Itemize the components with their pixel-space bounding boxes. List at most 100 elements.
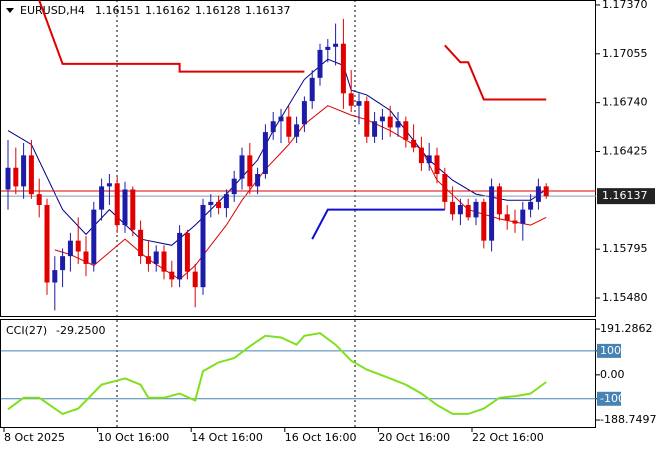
indicator-line: [311, 208, 445, 240]
x-tick-label: 20 Oct 16:00: [378, 431, 450, 444]
y-tick-label: -188.7497: [600, 413, 656, 426]
symbol-title: EURUSD,H4: [20, 4, 85, 17]
candle-body: [543, 186, 549, 197]
ohlc-value: 1.16128: [195, 4, 241, 17]
candle-body: [239, 155, 245, 179]
candle-body: [177, 232, 183, 280]
main-panel: [0, 0, 596, 317]
level-box: [597, 343, 621, 358]
candle-body: [5, 167, 11, 190]
candle-body: [325, 46, 331, 50]
candle-body: [106, 183, 112, 187]
candle-body: [489, 186, 495, 241]
candle-body: [426, 155, 432, 164]
y-tick-label: 100: [600, 344, 621, 357]
cci-line: [7, 332, 547, 416]
candle-body: [333, 43, 339, 47]
candle-body: [169, 271, 175, 280]
ohlc-value: 1.16137: [245, 4, 291, 17]
candle-body: [278, 116, 284, 122]
candle-body: [411, 139, 417, 148]
cci-value: -29.2500: [56, 324, 105, 337]
candle-body: [520, 209, 526, 224]
candle-body: [99, 186, 105, 210]
y-tick-label: 0.00: [600, 368, 625, 381]
candle-body: [309, 77, 315, 102]
candle-body: [418, 147, 424, 164]
candle-body: [512, 220, 518, 224]
candle-body: [138, 229, 144, 257]
candle-body: [21, 155, 27, 187]
candle-body: [294, 124, 300, 137]
y-tick-label: 1.17055: [602, 47, 648, 60]
candle-body: [364, 101, 370, 137]
candle-body: [223, 194, 229, 209]
cci-panel: [0, 319, 596, 428]
price-box: [597, 188, 655, 205]
candle-body: [200, 204, 206, 288]
candle-body: [450, 201, 456, 215]
y-tick-label: 1.15480: [602, 291, 648, 304]
candle-body: [153, 251, 159, 264]
candle-body: [528, 201, 534, 210]
x-tick-label: 16 Oct 16:00: [285, 431, 357, 444]
candle-body: [91, 209, 97, 264]
y-tick-label: -100: [600, 392, 625, 405]
ohlc-value: 1.16151: [95, 4, 141, 17]
candle-body: [184, 232, 190, 272]
y-tick-label: 191.2862: [600, 322, 653, 335]
y-tick-label: 1.16425: [602, 144, 648, 157]
ohlc-value: 1.16162: [145, 4, 191, 17]
candle-body: [247, 155, 253, 187]
candle-body: [301, 101, 307, 125]
candle-body: [161, 251, 167, 272]
candle-body: [192, 271, 198, 288]
candle-body: [13, 167, 19, 187]
x-tick-label: 14 Oct 16:00: [191, 431, 263, 444]
y-tick-label: 1.17370: [602, 0, 648, 11]
candle-body: [317, 49, 323, 78]
candle-body: [262, 132, 268, 174]
candle-body: [28, 155, 34, 195]
candle-body: [473, 201, 479, 218]
candle-body: [75, 240, 81, 252]
candle-body: [231, 178, 237, 195]
candle-body: [387, 116, 393, 128]
cci-title: CCI(27): [6, 324, 47, 337]
candle-body: [403, 121, 409, 140]
candle-body: [208, 201, 214, 205]
candle-body: [122, 189, 128, 226]
candle-body: [255, 173, 261, 187]
y-tick-label: 1.16740: [602, 96, 648, 109]
candle-body: [465, 204, 471, 218]
x-tick-label: 22 Oct 16:00: [472, 431, 544, 444]
candle-body: [52, 270, 58, 283]
candle-body: [130, 189, 136, 230]
candle-body: [481, 201, 487, 241]
collapse-icon[interactable]: [6, 8, 14, 13]
candle-body: [270, 121, 276, 133]
candle-body: [340, 43, 346, 94]
indicator-line: [38, 0, 547, 101]
candle-body: [216, 201, 222, 209]
candle-body: [372, 121, 378, 137]
candle-body: [395, 121, 401, 128]
candle-body: [60, 256, 66, 271]
candle-body: [442, 173, 448, 202]
candle-body: [44, 204, 50, 283]
candle-body: [457, 204, 463, 215]
x-tick-label: 10 Oct 16:00: [98, 431, 170, 444]
candle-body: [496, 186, 502, 215]
candle-body: [348, 93, 354, 106]
candle-body: [83, 251, 89, 264]
y-tick-label: 1.15795: [602, 242, 648, 255]
candle-body: [504, 214, 510, 221]
candle-body: [114, 183, 120, 226]
candle-body: [379, 116, 385, 122]
candle-body: [286, 116, 292, 137]
price-label: 1.16137: [602, 189, 648, 202]
candle-body: [145, 256, 151, 264]
candle-body: [356, 101, 362, 106]
